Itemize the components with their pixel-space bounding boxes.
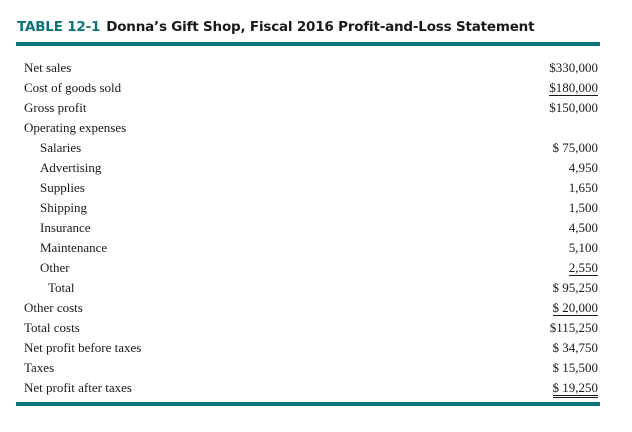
- row-label: Total costs: [24, 320, 80, 335]
- row-label: Net profit before taxes: [24, 340, 142, 355]
- table-row: Total costs $115,250: [0, 317, 632, 337]
- row-label: Total: [48, 280, 75, 295]
- row-label: Salaries: [40, 140, 82, 155]
- row-label: Insurance: [40, 220, 91, 235]
- row-label: Other: [40, 260, 70, 275]
- row-label: Shipping: [40, 200, 87, 215]
- row-value: $330,000: [549, 60, 598, 75]
- row-label: Supplies: [40, 180, 85, 195]
- table-row: Salaries $ 75,000: [0, 137, 632, 157]
- table-row: Net profit after taxes $ 19,250: [0, 377, 632, 398]
- bottom-rule: [16, 402, 600, 406]
- row-value: $115,250: [549, 320, 598, 335]
- statement-table: Net sales $330,000 Cost of goods sold $180,…: [0, 57, 632, 398]
- row-value: 4,500: [568, 220, 598, 235]
- row-label: Advertising: [40, 160, 102, 175]
- row-label: Net profit after taxes: [24, 380, 132, 395]
- table-row: Maintenance 5,100: [0, 237, 632, 257]
- table-row: Other costs $ 20,000: [0, 297, 632, 317]
- table-caption: Donna’s Gift Shop, Fiscal 2016 Profit-an…: [106, 19, 535, 35]
- row-value: $ 95,250: [552, 280, 599, 295]
- table-row: Gross profit $150,000: [0, 97, 632, 117]
- row-value: 5,100: [568, 240, 598, 255]
- table-row: Supplies 1,650: [0, 177, 632, 197]
- table-number: TABLE 12-1: [17, 19, 101, 35]
- row-value: $ 19,250: [552, 380, 598, 398]
- table-row: Insurance 4,500: [0, 217, 632, 237]
- table-row: Net profit before taxes $ 34,750: [0, 337, 632, 357]
- row-value: 1,500: [568, 200, 598, 215]
- row-label: Operating expenses: [24, 120, 127, 135]
- row-label: Other costs: [24, 300, 83, 315]
- table-row: Total $ 95,250: [0, 277, 632, 297]
- table-row: Operating expenses: [0, 117, 632, 137]
- row-value: $ 75,000: [552, 140, 599, 155]
- table-row: Other 2,550: [0, 257, 632, 277]
- table-row: Taxes $ 15,500: [0, 357, 632, 377]
- row-value: $ 20,000: [552, 300, 598, 316]
- table-row: Cost of goods sold $180,000: [0, 77, 632, 97]
- row-value: $180,000: [549, 80, 598, 96]
- row-value: 4,950: [568, 160, 598, 175]
- row-label: Taxes: [24, 360, 55, 375]
- table-row: Shipping 1,500: [0, 197, 632, 217]
- row-value: $150,000: [549, 100, 598, 115]
- row-value: 2,550: [568, 260, 598, 276]
- table-title: TABLE 12-1 Donna’s Gift Shop, Fiscal 2016…: [17, 19, 535, 35]
- row-label: Net sales: [24, 60, 72, 75]
- table-row: Net sales $330,000: [0, 57, 632, 77]
- row-value: $ 15,500: [552, 360, 599, 375]
- top-rule: [16, 42, 600, 46]
- table-row: Advertising 4,950: [0, 157, 632, 177]
- row-value: $ 34,750: [552, 340, 599, 355]
- row-label: Maintenance: [40, 240, 108, 255]
- row-label: Gross profit: [24, 100, 87, 115]
- row-value: 1,650: [568, 180, 598, 195]
- row-label: Cost of goods sold: [24, 80, 122, 95]
